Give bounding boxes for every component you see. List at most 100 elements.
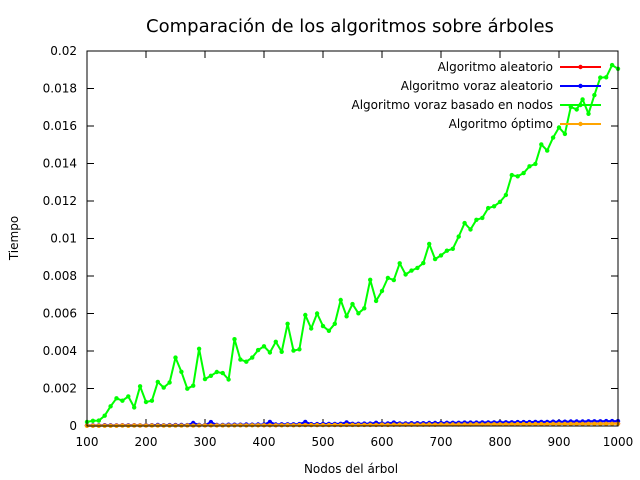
axis-ticks: 100 200 300 400 500 600 700 800 900 1000 0 0.002 0.0…	[43, 44, 634, 449]
data-point	[291, 423, 296, 428]
data-point	[521, 170, 526, 176]
data-point	[373, 298, 379, 304]
data-point	[491, 204, 497, 209]
data-point	[149, 398, 155, 403]
data-point	[208, 373, 214, 378]
data-point	[574, 421, 579, 427]
data-point	[279, 349, 284, 354]
data-point	[415, 265, 420, 271]
data-point	[574, 107, 579, 112]
data-point	[96, 418, 102, 423]
data-point	[261, 344, 267, 349]
x-tick-label: 300	[194, 435, 217, 449]
data-point	[202, 376, 208, 382]
data-point	[432, 256, 438, 262]
data-point	[497, 199, 503, 205]
data-point	[185, 423, 190, 428]
y-tick-label: 0.018	[43, 82, 77, 96]
data-point	[173, 355, 178, 360]
data-point	[580, 97, 585, 102]
legend-swatch-point	[578, 121, 583, 127]
x-tick-label: 400	[253, 435, 276, 449]
legend-label: Algoritmo óptimo	[449, 117, 553, 131]
data-point	[338, 422, 343, 428]
data-point	[297, 347, 302, 352]
x-tick-label: 800	[489, 435, 512, 449]
y-tick-label: 0.008	[43, 269, 77, 283]
data-point	[592, 92, 597, 98]
data-point	[309, 422, 314, 428]
chart-title: Comparación de los algoritmos sobre árbo…	[146, 16, 554, 37]
data-point	[515, 421, 520, 427]
data-point	[356, 311, 361, 316]
data-point	[539, 421, 544, 427]
data-point	[550, 135, 556, 140]
data-point	[338, 297, 343, 303]
data-point	[179, 369, 184, 374]
data-point	[503, 422, 509, 427]
x-tick-label: 200	[135, 435, 158, 449]
data-point	[132, 405, 137, 410]
x-tick-label: 600	[371, 435, 394, 449]
y-tick-label: 0.014	[43, 157, 77, 171]
data-point	[350, 301, 355, 307]
data-point	[250, 355, 255, 360]
data-point	[444, 248, 450, 253]
data-point	[368, 277, 373, 282]
data-point	[326, 422, 332, 428]
data-point	[562, 421, 568, 427]
data-point	[421, 260, 426, 266]
data-point	[586, 421, 591, 426]
plot-frame	[86, 50, 619, 427]
data-point	[515, 174, 520, 179]
legend: Algoritmo aleatorio Algoritmo voraz aleat…	[352, 60, 601, 131]
data-point	[427, 241, 432, 247]
x-tick-label: 700	[430, 435, 453, 449]
series-3	[84, 62, 621, 425]
data-point	[120, 398, 125, 403]
data-point	[303, 419, 308, 425]
data-point	[244, 423, 249, 428]
data-point	[456, 234, 461, 239]
data-point	[232, 423, 237, 428]
y-axis-label: Tiempo	[7, 216, 21, 261]
data-point	[191, 383, 196, 388]
data-point	[545, 148, 550, 153]
data-point	[391, 277, 396, 283]
y-tick-label: 0.006	[43, 307, 77, 321]
data-point	[409, 268, 414, 273]
data-point	[450, 246, 455, 251]
data-point	[238, 423, 243, 428]
data-point	[320, 422, 326, 428]
x-tick-label: 900	[548, 435, 571, 449]
data-point	[214, 423, 219, 428]
data-point	[604, 421, 609, 426]
data-point	[462, 220, 467, 226]
y-tick-label: 0.016	[43, 119, 77, 133]
data-point	[155, 379, 160, 385]
data-point	[137, 384, 143, 389]
legend-swatch-point	[578, 102, 583, 108]
data-point	[486, 422, 491, 427]
data-point	[592, 421, 597, 426]
x-tick-label: 500	[312, 435, 335, 449]
data-point	[273, 339, 278, 344]
data-point	[474, 217, 479, 222]
data-point	[556, 125, 562, 130]
x-tick-label: 1000	[603, 435, 634, 449]
data-point	[255, 423, 261, 428]
data-point	[527, 421, 532, 427]
data-point	[539, 142, 544, 147]
data-point	[143, 399, 149, 405]
data-point	[226, 423, 231, 428]
data-point	[527, 164, 532, 169]
legend-label: Algoritmo aleatorio	[438, 60, 553, 74]
data-point	[226, 377, 231, 382]
data-point	[474, 422, 479, 427]
data-point	[403, 272, 408, 277]
data-point	[379, 288, 385, 294]
data-point	[521, 421, 526, 427]
data-point	[208, 423, 214, 428]
data-point	[503, 192, 509, 198]
